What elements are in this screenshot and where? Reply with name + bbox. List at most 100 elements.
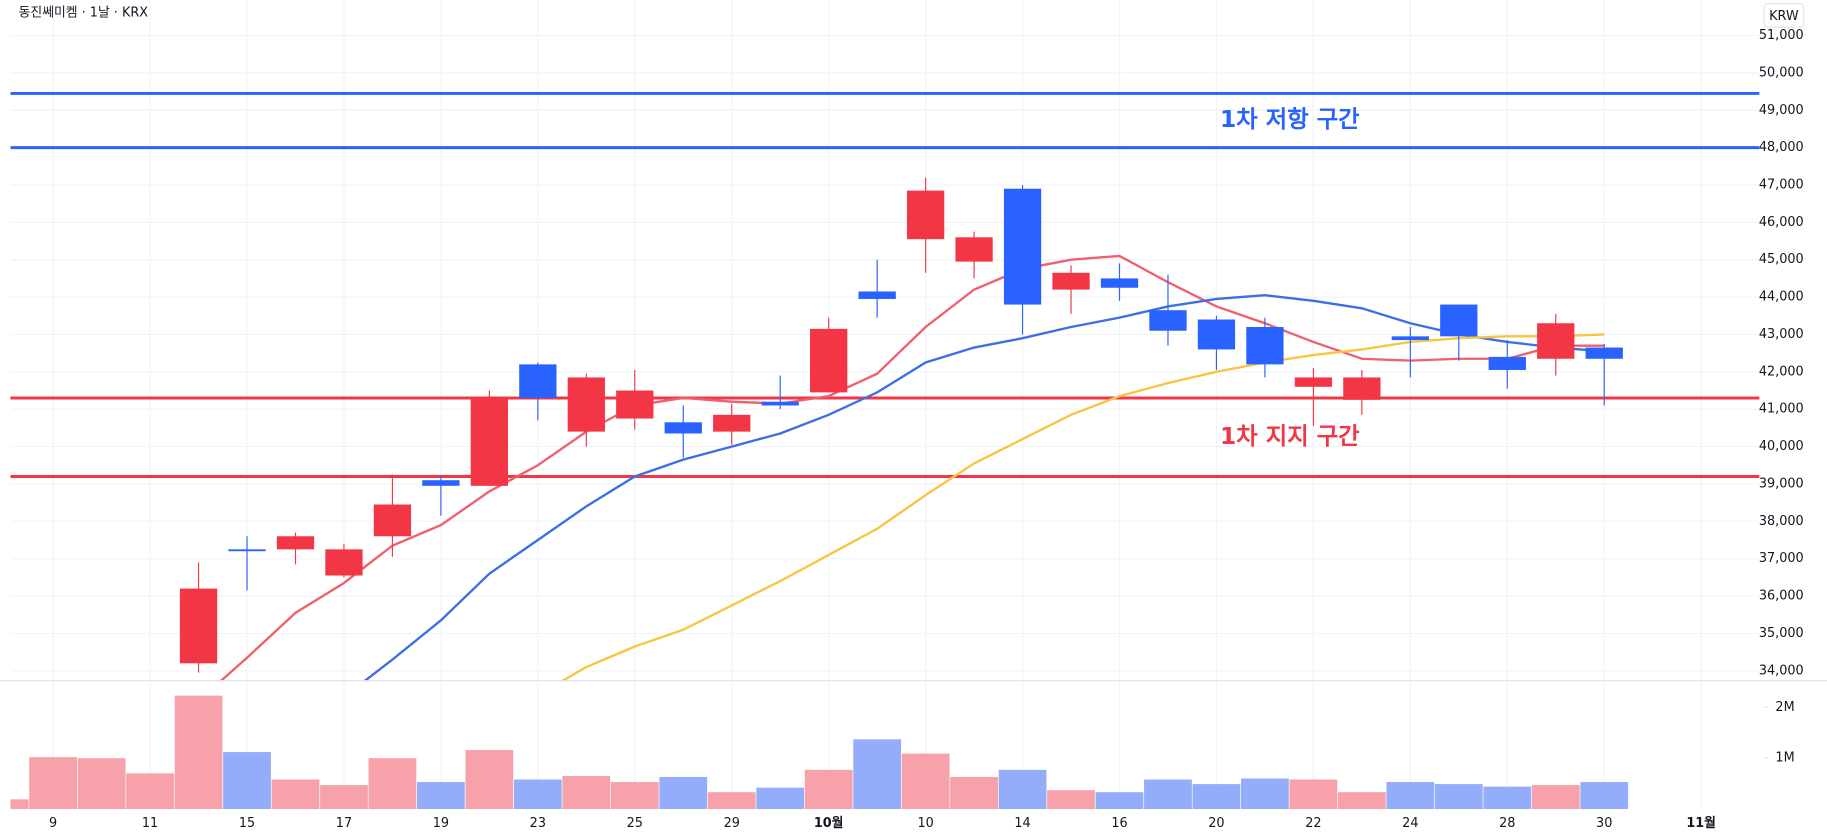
- volume-bar: [77, 758, 126, 809]
- x-tick-label: 11: [142, 816, 158, 831]
- symbol-title: 동진쎄미켐 · 1날 · KRX: [19, 5, 149, 20]
- y-tick-label: 44,000: [1759, 290, 1804, 305]
- grid: [10, 0, 1760, 809]
- candle-body: [325, 549, 363, 576]
- candle-body: [519, 364, 557, 398]
- moving-average-line: [219, 254, 1605, 681]
- volume-bar: [1434, 784, 1483, 809]
- candle-body: [470, 397, 509, 486]
- y-tick-label: 36,000: [1759, 589, 1804, 604]
- y-tick-label: 1M: [1775, 751, 1794, 766]
- candle-body: [179, 588, 218, 664]
- volume-bar: [126, 773, 174, 809]
- y-tick-label: 35,000: [1759, 626, 1804, 641]
- zone-label: 1차 지지 구간: [1220, 422, 1360, 450]
- volume-bar: [223, 752, 271, 809]
- y-tick-label: 2M: [1775, 700, 1794, 715]
- x-tick-label: 9: [49, 816, 57, 831]
- candle-body: [761, 401, 799, 406]
- volume-bar: [320, 785, 368, 809]
- candle-body: [906, 190, 945, 240]
- volume-bar: [1531, 785, 1580, 809]
- x-tick-label: 10: [917, 816, 933, 831]
- candle-body: [810, 328, 848, 393]
- x-tick-label: 17: [336, 816, 352, 831]
- volume-bar: [659, 776, 708, 809]
- currency-box[interactable]: [1763, 2, 1805, 28]
- candle-body: [228, 549, 266, 552]
- y-tick-label: 41,000: [1759, 402, 1804, 417]
- y-tick-label: 42,000: [1759, 364, 1804, 379]
- candle-body: [616, 390, 654, 419]
- y-tick-label: 34,000: [1759, 663, 1804, 678]
- volume-bar: [271, 779, 320, 809]
- candle-body: [955, 237, 993, 262]
- x-tick-label: 16: [1111, 816, 1127, 831]
- price-pane: [10, 91, 1760, 681]
- volume-bar: [1289, 779, 1338, 809]
- candle-body: [1003, 188, 1042, 305]
- y-tick-label: 39,000: [1759, 476, 1804, 491]
- volume-bar: [174, 695, 223, 809]
- candle-body: [1052, 272, 1090, 290]
- volume-bar: [1144, 779, 1192, 809]
- x-tick-label: 14: [1014, 816, 1030, 831]
- volume-bar: [853, 739, 902, 809]
- volume-bar: [1386, 782, 1435, 809]
- volume-bar: [1192, 784, 1241, 809]
- candle-body: [1585, 347, 1623, 359]
- y-tick-label: 38,000: [1759, 514, 1804, 529]
- x-tick-label: 10월: [814, 815, 844, 831]
- candle-body: [1294, 377, 1333, 387]
- volume-bar: [368, 758, 417, 809]
- candle-body: [422, 480, 460, 486]
- y-tick-label: 46,000: [1759, 215, 1804, 230]
- candle-body: [1391, 336, 1429, 341]
- y-tick-label: 40,000: [1759, 439, 1804, 454]
- volume-bar: [998, 769, 1047, 809]
- volume-bar: [562, 775, 611, 809]
- y-tick-label: 50,000: [1759, 65, 1804, 80]
- volume-bar: [707, 792, 756, 809]
- candle-body: [1343, 377, 1381, 400]
- candle-body: [1197, 319, 1236, 350]
- candle-body: [664, 422, 702, 434]
- volume-bar: [10, 799, 29, 809]
- volume-pane: [10, 695, 1629, 809]
- y-tick-label: 37,000: [1759, 551, 1804, 566]
- volume-bar: [901, 753, 950, 809]
- volume-bar: [417, 782, 465, 809]
- y-tick-label: 49,000: [1759, 103, 1804, 118]
- moving-average-line: [561, 333, 1605, 681]
- x-tick-label: 23: [530, 816, 546, 831]
- volume-bar: [1095, 792, 1144, 809]
- volume-bar: [29, 757, 78, 809]
- volume-bar: [513, 779, 562, 809]
- x-tick-label: 28: [1499, 816, 1515, 831]
- candle-body: [1100, 278, 1139, 288]
- moving-average-line: [363, 294, 1605, 681]
- volume-bar: [1580, 782, 1629, 809]
- zone-label: 1차 저항 구간: [1220, 105, 1360, 133]
- y-tick-label: 47,000: [1759, 177, 1804, 192]
- candle-body: [1537, 323, 1575, 359]
- x-tick-label: 11월: [1686, 815, 1716, 831]
- candle-body: [1149, 310, 1187, 331]
- x-tick-label: 19: [433, 816, 449, 831]
- x-tick-label: 22: [1305, 816, 1321, 831]
- y-tick-label: 48,000: [1759, 140, 1804, 155]
- volume-bar: [1337, 792, 1386, 809]
- y-tick-label: 45,000: [1759, 252, 1804, 267]
- volume-bar: [804, 769, 853, 809]
- candle-body: [1488, 356, 1526, 370]
- x-tick-label: 25: [627, 816, 643, 831]
- volume-bar: [950, 776, 998, 809]
- volume-bar: [1241, 778, 1289, 809]
- volume-bar: [610, 782, 659, 809]
- x-tick-label: 15: [239, 816, 255, 831]
- labels: 34,000 35,000 36,000 37,000 38,000 39,000 40,0…: [49, 28, 1804, 831]
- currency-label[interactable]: KRW: [1769, 9, 1799, 24]
- candle-body: [567, 377, 605, 432]
